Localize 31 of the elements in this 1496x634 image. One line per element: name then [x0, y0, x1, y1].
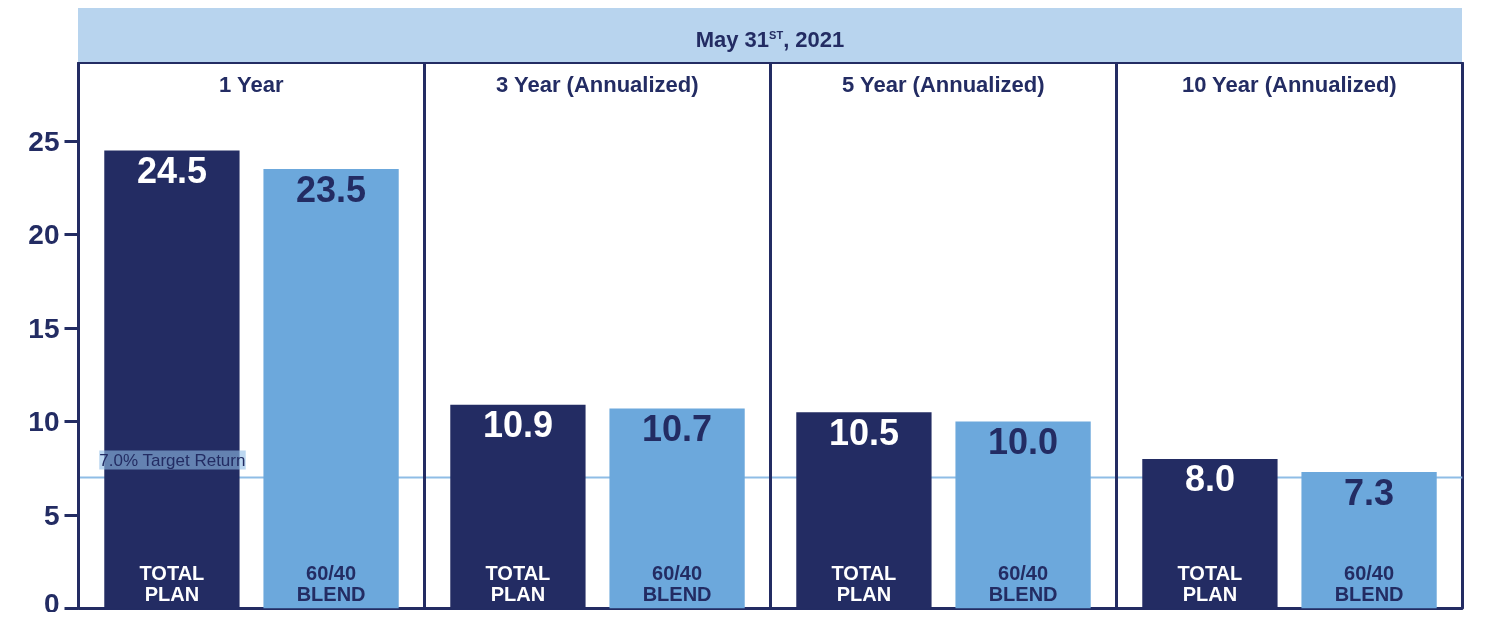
- data-label: 8.0: [1184, 458, 1235, 500]
- chart-title: May 31$^{ST}$, 2021: [695, 26, 845, 55]
- y-tick-label: 5: [43, 499, 60, 531]
- x-tick-label: 1 Year: [219, 71, 284, 97]
- y-tick-label: 15: [28, 312, 60, 344]
- x-tick-label: 3 Year (Annualized): [496, 71, 699, 97]
- x-tick-label: 10 Year (Annualized): [1181, 71, 1397, 97]
- bar: [263, 169, 399, 609]
- y-tick-label: 10: [28, 406, 60, 438]
- series-label: 60/40 BLEND: [296, 561, 366, 605]
- text: 60/40 BLEND: [988, 561, 1058, 605]
- data-label: 23.5: [296, 168, 367, 210]
- data-label: 10.9: [482, 404, 553, 446]
- bar: [955, 421, 1091, 609]
- text: TOTAL PLAN: [485, 561, 551, 605]
- text: 60/40 BLEND: [642, 561, 712, 605]
- data-label: 10.0: [988, 421, 1059, 463]
- x-tick-label: 5 Year (Annualized): [842, 71, 1045, 97]
- text: 60/40 BLEND: [1334, 561, 1404, 605]
- data-label: 10.7: [642, 407, 713, 449]
- bar: [609, 408, 745, 609]
- data-label: 10.5: [828, 411, 899, 453]
- y-tick-label: 0: [43, 587, 60, 619]
- data-label: 7.3: [1344, 471, 1395, 513]
- text: TOTAL PLAN: [831, 561, 897, 605]
- data-label: 24.5: [136, 149, 207, 191]
- text: TOTAL PLAN: [1177, 561, 1243, 605]
- y-tick-label: 20: [28, 219, 60, 251]
- y-tick-label: 25: [28, 125, 60, 157]
- bar: [1301, 472, 1437, 609]
- series-label: TOTAL PLAN: [139, 561, 205, 605]
